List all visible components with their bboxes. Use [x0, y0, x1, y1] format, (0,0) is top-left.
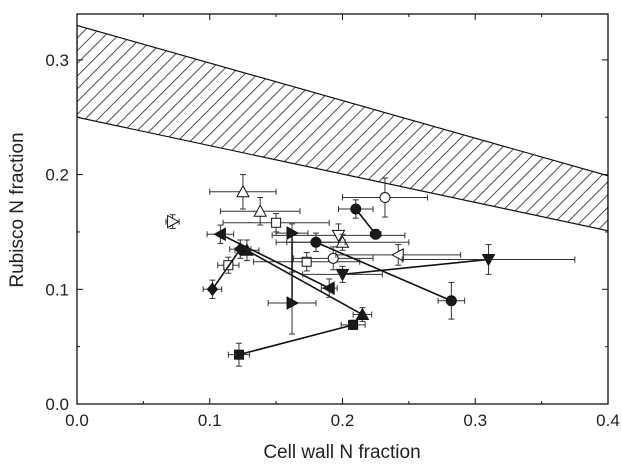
filled-point-triangle-left — [213, 227, 226, 242]
filled-point-triangle-right — [286, 226, 300, 240]
open-point-triangle-down — [331, 229, 346, 243]
x-tick-label: 0.0 — [65, 411, 89, 430]
hatched-band — [77, 24, 608, 232]
filled-point-triangle-down — [335, 268, 350, 282]
filled-point-triangle-down — [481, 253, 496, 267]
series-connector-line — [342, 258, 489, 276]
filled-point-triangle-up — [355, 307, 370, 321]
open-point-square — [301, 256, 312, 267]
open-point-triangle-up — [236, 184, 250, 198]
series-connector-line — [315, 241, 452, 302]
x-tick-label: 0.4 — [596, 411, 620, 430]
filled-point-triangle-right — [286, 296, 300, 310]
x-tick-label: 0.2 — [331, 411, 355, 430]
series-connector-line — [238, 324, 354, 356]
series-connector-line — [211, 248, 241, 290]
open-point-circle — [379, 192, 391, 204]
y-axis-title: Rubisco N fraction — [7, 132, 28, 287]
filled-point-triangle-left — [322, 281, 335, 295]
plot-area — [77, 24, 608, 367]
x-tick-label: 0.1 — [198, 411, 222, 430]
filled-point-diamond — [206, 282, 219, 297]
series-connector-line — [246, 249, 363, 316]
y-tick-label: 0.3 — [45, 51, 69, 70]
y-tick-label: 0.1 — [45, 280, 69, 299]
filled-point-circle — [445, 295, 457, 307]
open-point-triangle-left — [391, 248, 404, 262]
y-tick-label: 0.0 — [45, 395, 69, 414]
open-point-triangle-up — [253, 204, 268, 217]
open-point-triangle-right — [167, 214, 180, 229]
filled-point-square — [348, 319, 359, 330]
filled-point-diamond — [234, 242, 246, 256]
y-tick-label: 0.2 — [45, 166, 69, 185]
series-connector-line — [220, 233, 330, 289]
filled-point-circle — [350, 203, 362, 215]
filled-point-circle — [370, 228, 382, 240]
x-axis-title: Cell wall N fraction — [263, 442, 420, 463]
x-tick-label: 0.3 — [463, 411, 487, 430]
filled-point-square — [233, 349, 244, 360]
open-point-square — [271, 217, 282, 228]
filled-point-circle — [310, 236, 322, 248]
axes: 0.0 0.1 0.2 0.3 0.4 0.0 0.1 0.2 0.3 — [45, 13, 620, 430]
